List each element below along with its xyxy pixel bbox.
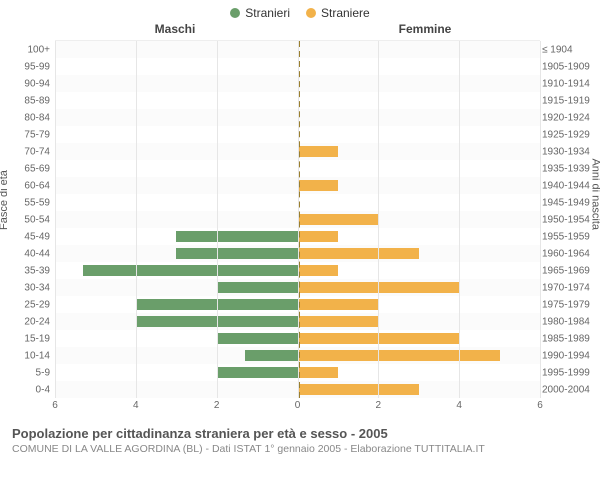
bar-male bbox=[245, 350, 298, 362]
x-tick: 6 bbox=[537, 400, 543, 411]
legend-label-female: Straniere bbox=[321, 6, 370, 20]
birth-year-label: 1935-1939 bbox=[542, 163, 597, 174]
age-label: 10-14 bbox=[5, 350, 50, 361]
bar-female bbox=[298, 316, 379, 328]
bar-female bbox=[298, 299, 379, 311]
x-tick: 2 bbox=[214, 400, 220, 411]
age-label: 30-34 bbox=[5, 282, 50, 293]
x-tick: 4 bbox=[456, 400, 462, 411]
age-label: 0-4 bbox=[5, 384, 50, 395]
bar-female bbox=[298, 248, 419, 260]
birth-year-label: 1910-1914 bbox=[542, 78, 597, 89]
bar-male bbox=[217, 333, 298, 345]
bar-male bbox=[217, 367, 298, 379]
bar-female bbox=[298, 350, 500, 362]
birth-year-label: 2000-2004 bbox=[542, 384, 597, 395]
birth-year-label: ≤ 1904 bbox=[542, 44, 597, 55]
birth-year-label: 1915-1919 bbox=[542, 95, 597, 106]
age-label: 60-64 bbox=[5, 180, 50, 191]
x-tick: 4 bbox=[133, 400, 139, 411]
gridline bbox=[55, 41, 56, 398]
side-title-female: Femmine bbox=[300, 22, 600, 36]
birth-year-label: 1925-1929 bbox=[542, 129, 597, 140]
x-tick: 6 bbox=[52, 400, 58, 411]
gridline bbox=[459, 41, 460, 398]
legend-label-male: Stranieri bbox=[245, 6, 290, 20]
birth-year-label: 1945-1949 bbox=[542, 197, 597, 208]
age-label: 25-29 bbox=[5, 299, 50, 310]
birth-year-label: 1990-1994 bbox=[542, 350, 597, 361]
birth-year-label: 1930-1934 bbox=[542, 146, 597, 157]
footer: Popolazione per cittadinanza straniera p… bbox=[0, 420, 600, 455]
birth-year-label: 1995-1999 bbox=[542, 367, 597, 378]
plot: 100+≤ 190495-991905-190990-941910-191485… bbox=[55, 40, 540, 398]
age-label: 20-24 bbox=[5, 316, 50, 327]
birth-year-label: 1985-1989 bbox=[542, 333, 597, 344]
age-label: 70-74 bbox=[5, 146, 50, 157]
legend-item-female: Straniere bbox=[306, 6, 370, 20]
age-label: 50-54 bbox=[5, 214, 50, 225]
birth-year-label: 1980-1984 bbox=[542, 316, 597, 327]
age-label: 40-44 bbox=[5, 248, 50, 259]
side-titles: Maschi Femmine bbox=[0, 20, 600, 40]
birth-year-label: 1970-1974 bbox=[542, 282, 597, 293]
age-label: 95-99 bbox=[5, 61, 50, 72]
age-label: 85-89 bbox=[5, 95, 50, 106]
gridline bbox=[540, 41, 541, 398]
gridline bbox=[378, 41, 379, 398]
x-tick: 0 bbox=[295, 400, 301, 411]
age-label: 35-39 bbox=[5, 265, 50, 276]
birth-year-label: 1920-1924 bbox=[542, 112, 597, 123]
bar-female bbox=[298, 180, 338, 192]
birth-year-label: 1905-1909 bbox=[542, 61, 597, 72]
bar-female bbox=[298, 265, 338, 277]
chart-area: Fasce di età Anni di nascita 100+≤ 19049… bbox=[0, 40, 600, 420]
birth-year-label: 1955-1959 bbox=[542, 231, 597, 242]
birth-year-label: 1940-1944 bbox=[542, 180, 597, 191]
birth-year-label: 1960-1964 bbox=[542, 248, 597, 259]
bar-female bbox=[298, 214, 379, 226]
age-label: 55-59 bbox=[5, 197, 50, 208]
gridline bbox=[217, 41, 218, 398]
legend-dot-female bbox=[306, 8, 316, 18]
age-label: 100+ bbox=[5, 44, 50, 55]
bar-male bbox=[176, 231, 297, 243]
bar-male bbox=[176, 248, 297, 260]
bar-female bbox=[298, 367, 338, 379]
bar-male bbox=[217, 282, 298, 294]
chart-title: Popolazione per cittadinanza straniera p… bbox=[12, 426, 590, 441]
age-label: 5-9 bbox=[5, 367, 50, 378]
age-label: 15-19 bbox=[5, 333, 50, 344]
gridline bbox=[136, 41, 137, 398]
legend: Stranieri Straniere bbox=[0, 0, 600, 20]
x-axis: 6 4 2 0 2 4 6 bbox=[55, 400, 540, 414]
age-label: 65-69 bbox=[5, 163, 50, 174]
birth-year-label: 1950-1954 bbox=[542, 214, 597, 225]
age-label: 75-79 bbox=[5, 129, 50, 140]
side-title-male: Maschi bbox=[0, 22, 300, 36]
age-label: 45-49 bbox=[5, 231, 50, 242]
chart-subtitle: COMUNE DI LA VALLE AGORDINA (BL) - Dati … bbox=[12, 441, 590, 455]
age-label: 80-84 bbox=[5, 112, 50, 123]
bar-female bbox=[298, 384, 419, 396]
bar-female bbox=[298, 231, 338, 243]
gridline bbox=[298, 41, 299, 398]
bar-male bbox=[83, 265, 297, 277]
birth-year-label: 1975-1979 bbox=[542, 299, 597, 310]
bar-female bbox=[298, 146, 338, 158]
age-label: 90-94 bbox=[5, 78, 50, 89]
birth-year-label: 1965-1969 bbox=[542, 265, 597, 276]
legend-dot-male bbox=[230, 8, 240, 18]
legend-item-male: Stranieri bbox=[230, 6, 290, 20]
x-tick: 2 bbox=[376, 400, 382, 411]
